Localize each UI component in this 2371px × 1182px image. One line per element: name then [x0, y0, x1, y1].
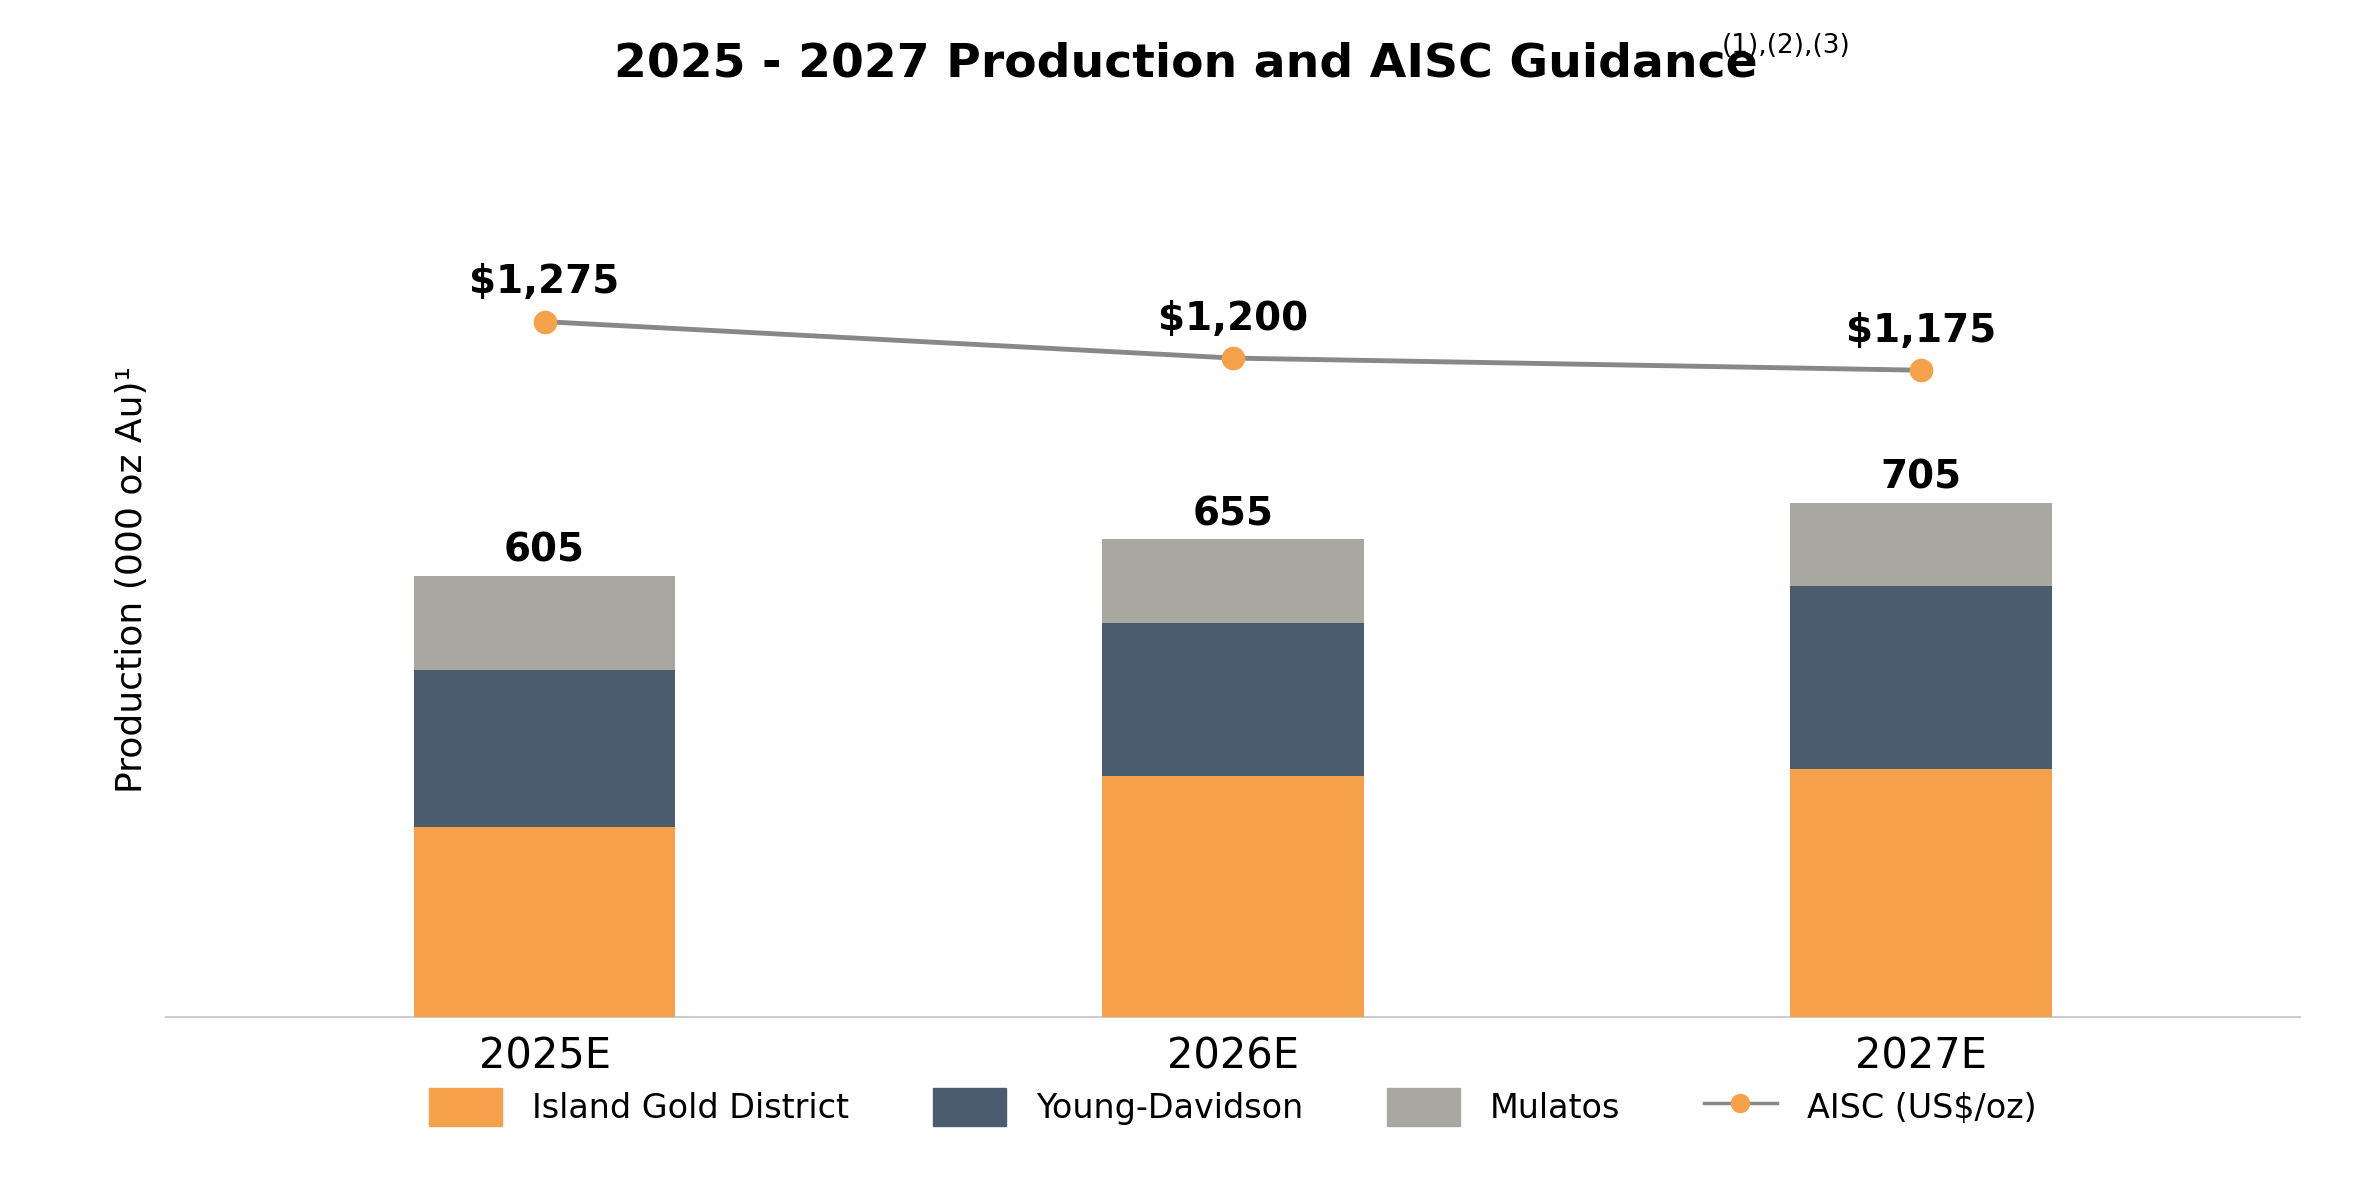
Text: $1,200: $1,200 — [1157, 300, 1309, 338]
Bar — [1103, 775, 1363, 1017]
Text: $1,175: $1,175 — [1847, 312, 1996, 350]
Y-axis label: Production (000 oz Au)¹: Production (000 oz Au)¹ — [116, 365, 149, 793]
Text: (1),(2),(3): (1),(2),(3) — [1721, 33, 1849, 59]
Text: 705: 705 — [1880, 459, 1961, 496]
Text: 605: 605 — [505, 532, 586, 570]
Bar — [1103, 623, 1363, 775]
Bar — [415, 576, 676, 670]
Bar — [1103, 539, 1363, 623]
Text: 655: 655 — [1193, 495, 1273, 533]
Bar — [415, 827, 676, 1017]
Bar — [415, 670, 676, 827]
Bar — [1790, 768, 2051, 1017]
Text: 2025 - 2027 Production and AISC Guidance: 2025 - 2027 Production and AISC Guidance — [614, 41, 1757, 86]
Text: $1,275: $1,275 — [469, 264, 619, 301]
Legend: Island Gold District, Young-Davidson, Mulatos, AISC (US$/oz): Island Gold District, Young-Davidson, Mu… — [415, 1074, 2051, 1139]
Bar — [1790, 502, 2051, 586]
Bar — [1790, 586, 2051, 768]
